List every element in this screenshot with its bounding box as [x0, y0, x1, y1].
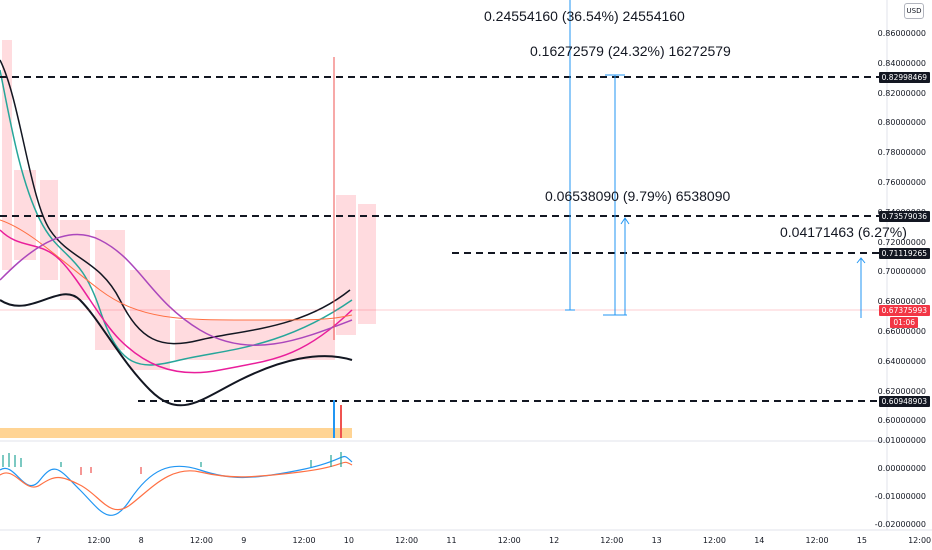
- measure-label-4[interactable]: 0.04171463 (6.27%): [780, 224, 907, 240]
- measure-label-1[interactable]: 0.24554160 (36.54%) 24554160: [484, 8, 685, 24]
- price-tag-level-2: 0.73579036: [878, 211, 930, 222]
- price-axis-label: 0.76000000: [877, 178, 926, 187]
- time-axis-label: 12:00: [292, 536, 316, 545]
- time-axis-label: 11: [446, 536, 457, 545]
- macd-histogram: [2, 452, 342, 467]
- time-axis-label: 12:00: [395, 536, 419, 545]
- price-tag-level-3: 0.71119265: [878, 248, 930, 259]
- price-axis-label: 0.84000000: [877, 58, 926, 68]
- time-axis-label: 9: [241, 536, 247, 545]
- macd-pane: [0, 455, 353, 516]
- measure-label-3[interactable]: 0.06538090 (9.79%) 6538090: [545, 188, 731, 204]
- price-axis-label: 0.62000000: [877, 386, 926, 396]
- price-axis-label: 0.82000000: [877, 88, 926, 98]
- candle-countdown: 01:06: [890, 317, 918, 328]
- time-axis-label: 12:00: [189, 536, 213, 545]
- price-axis-label: 0.72000000: [877, 237, 926, 247]
- macd-histogram-neg: [80, 467, 142, 475]
- time-axis-label: 12:00: [497, 536, 521, 545]
- price-axis-label: 0.60000000: [877, 416, 926, 426]
- dashed-levels: [0, 76, 887, 402]
- currency-badge[interactable]: USD: [904, 3, 924, 19]
- price-tag-level-1: 0.82998469: [878, 72, 930, 83]
- time-axis-label: 13: [651, 536, 662, 545]
- price-axis-label: 0.64000000: [877, 356, 926, 366]
- time-axis-label: 12:00: [600, 536, 624, 545]
- price-tag-current: 0.67375993: [878, 305, 930, 316]
- volume-bars: [0, 400, 352, 438]
- price-axis-label: 0.70000000: [877, 267, 926, 277]
- time-axis-label: 12:00: [702, 536, 726, 545]
- measure-label-2[interactable]: 0.16272579 (24.32%) 16272579: [530, 43, 731, 59]
- time-axis-label: 12:00: [908, 536, 932, 545]
- time-axis-label: 8: [138, 536, 144, 545]
- indicator-axis-label: 0.01000000: [877, 436, 926, 445]
- time-axis-label: 10: [343, 536, 354, 545]
- time-axis-label: 12:00: [87, 536, 111, 545]
- indicator-axis-label: -0.01000000: [874, 492, 926, 501]
- time-axis-label: 7: [36, 536, 42, 545]
- price-axis-label: 0.80000000: [877, 118, 926, 128]
- time-axis-label: 12:00: [805, 536, 829, 545]
- price-axis-label: 0.68000000: [877, 297, 926, 307]
- indicator-axis-label: 0.00000000: [877, 464, 926, 473]
- price-axis-label: 0.86000000: [877, 29, 926, 38]
- price-tag-level-4: 0.60948903: [878, 396, 930, 407]
- time-axis-label: 14: [754, 536, 765, 545]
- candles: [2, 40, 376, 370]
- indicator-axis-label: -0.02000000: [874, 520, 926, 529]
- price-axis-label: 0.66000000: [877, 327, 926, 336]
- measure-tools[interactable]: [565, 0, 866, 318]
- indicator-lines: [0, 59, 353, 407]
- time-axis-label: 12: [549, 536, 560, 545]
- time-axis-label: 15: [856, 536, 867, 545]
- price-axis-label: 0.78000000: [877, 148, 926, 158]
